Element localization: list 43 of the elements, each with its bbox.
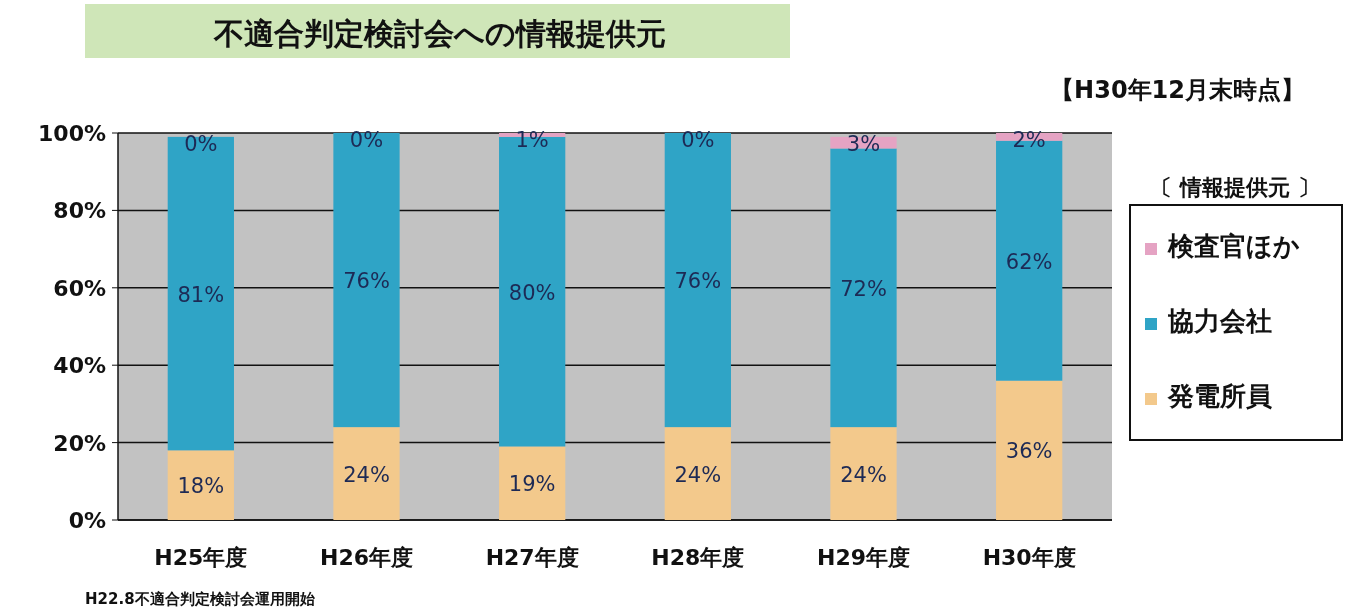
bar: [830, 427, 897, 520]
y-tick-label: 80%: [53, 198, 106, 224]
bar: [333, 427, 400, 520]
data-label: 24%: [674, 462, 722, 487]
x-tick-label: H25年度: [154, 545, 248, 570]
data-label: 76%: [674, 269, 722, 294]
bar: [499, 446, 566, 520]
legend-label: 発電所員: [1167, 381, 1272, 411]
bar: [333, 133, 400, 428]
legend-label: 検査官ほか: [1167, 231, 1300, 261]
bar: [664, 427, 731, 520]
data-label: 80%: [508, 280, 556, 305]
x-tick-label: H30年度: [982, 545, 1076, 570]
data-label: 76%: [343, 269, 390, 294]
bar: [664, 133, 731, 428]
x-tick-label: H28年度: [651, 545, 745, 570]
y-tick-label: 60%: [53, 275, 106, 301]
data-label: 24%: [343, 462, 390, 487]
data-label: 19%: [508, 472, 556, 497]
data-label: 0%: [681, 128, 715, 152]
chart-title: 不適合判定検討会への情報提供元: [213, 16, 666, 51]
data-label: 81%: [177, 282, 225, 307]
y-tick-label: 20%: [53, 430, 106, 456]
y-tick-label: 40%: [53, 353, 106, 379]
data-label: 0%: [349, 128, 384, 152]
x-tick-label: H29年度: [816, 545, 911, 570]
bar: [167, 450, 234, 520]
y-tick-label: 100%: [38, 121, 106, 146]
data-label: 72%: [840, 276, 887, 301]
legend-title: 〔 情報提供元 〕: [1150, 175, 1320, 200]
x-tick-label: H26年度: [319, 545, 414, 570]
bar: [167, 136, 234, 451]
y-tick-label: 0%: [68, 508, 106, 533]
data-label: 36%: [1005, 439, 1053, 464]
bar: [996, 380, 1063, 520]
data-label: 0%: [184, 131, 218, 156]
x-tick-label: H27年度: [485, 545, 579, 570]
legend-label: 協力会社: [1167, 306, 1272, 336]
data-label: 62%: [1005, 249, 1053, 274]
data-label: 18%: [177, 474, 225, 499]
data-label: 24%: [840, 462, 887, 487]
text: H22.8不適合判定検討会運用開始: [85, 590, 316, 608]
text: 【H30年12月末時点】: [1050, 76, 1305, 104]
